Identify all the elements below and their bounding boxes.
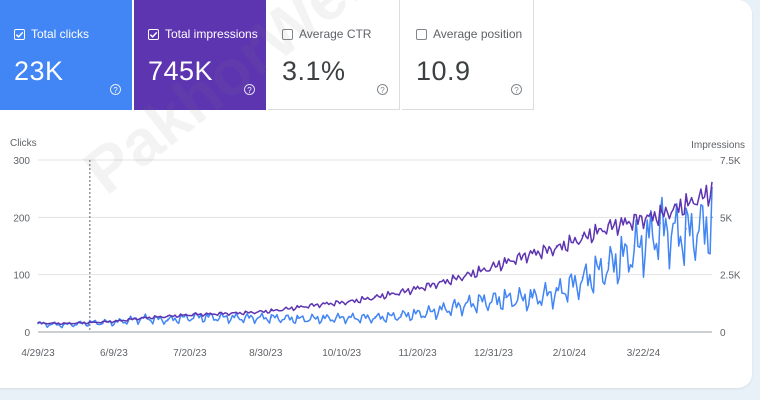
series-line-impressions [37,181,713,325]
metric-tile-total-clicks[interactable]: Total clicks 23K ? [0,0,132,110]
data-point-impressions [529,250,532,253]
right-tick-label: 2.5K [720,271,741,282]
data-point-impressions [114,320,117,322]
right-axis-title: Impressions [691,140,745,151]
metric-value: 745K [148,56,214,86]
checkbox-unchecked-icon[interactable] [282,28,293,40]
checkbox-unchecked-icon[interactable] [416,28,427,40]
right-tick-label: 0 [720,328,726,339]
left-tick-label: 300 [13,156,30,167]
x-tick-label: 7/20/23 [173,348,207,359]
metric-value: 10.9 [416,56,471,86]
x-tick-label: 10/10/23 [322,348,361,359]
data-point-clicks [63,323,65,326]
data-point-impressions [192,313,195,315]
data-point-clicks [192,315,195,317]
data-point-impressions [374,295,376,298]
metric-tile-total-impressions[interactable]: Total impressions 745K ? [134,0,266,110]
data-point-clicks [270,316,273,318]
data-point-impressions [503,260,506,262]
data-point-clicks [685,228,687,230]
x-tick-label: 3/22/24 [627,348,661,359]
data-point-impressions [89,321,91,324]
metric-tile-average-ctr[interactable]: Average CTR 3.1% ? [268,0,400,110]
data-point-impressions [166,315,169,317]
metric-tiles: Total clicks 23K ? Total impressions 745… [0,0,534,110]
metric-label: Total impressions [165,27,258,41]
x-tick-label: 4/29/23 [21,348,55,359]
data-point-clicks [166,318,169,321]
data-point-impressions [555,245,558,247]
data-point-clicks [477,299,480,302]
data-point-clicks [711,216,713,219]
data-point-clicks [400,314,402,316]
x-tick-label: 11/20/23 [398,348,437,359]
data-point-clicks [555,289,558,292]
help-icon[interactable]: ? [110,84,121,95]
data-point-clicks [348,316,350,318]
data-point-impressions [711,186,713,189]
left-axis-title: Clicks [10,138,37,149]
checkbox-checked-icon[interactable] [148,28,159,40]
x-tick-label: 8/30/23 [249,348,283,359]
data-point-clicks [218,315,221,318]
data-point-clicks [426,311,428,313]
help-icon[interactable]: ? [377,84,388,95]
data-point-impressions [400,290,402,292]
metric-label: Average CTR [299,27,372,41]
data-point-impressions [218,312,221,314]
left-tick-label: 200 [13,213,30,224]
data-point-impressions [244,311,247,314]
data-point-impressions [581,234,584,237]
data-point-impressions [659,210,661,213]
checkbox-checked-icon[interactable] [14,28,25,40]
metric-value: 23K [14,56,64,86]
data-point-impressions [63,322,65,325]
x-tick-label: 12/31/23 [474,348,513,359]
data-point-impressions [607,223,610,226]
data-point-clicks [529,295,532,298]
data-point-impressions [426,284,428,286]
data-point-impressions [296,305,299,308]
data-point-clicks [607,262,610,264]
data-point-impressions [37,322,39,324]
series-line-clicks [37,188,713,329]
data-point-impressions [685,200,687,203]
left-tick-label: 0 [24,328,30,339]
data-point-impressions [633,216,636,219]
help-icon[interactable]: ? [511,84,522,95]
data-point-impressions [270,309,273,312]
left-tick-label: 100 [13,271,30,282]
metric-label: Total clicks [31,27,90,41]
data-point-clicks [296,317,299,320]
data-point-clicks [322,316,324,319]
data-point-clicks [374,316,376,318]
performance-chart: Clicks Impressions 0 0 100 2.5K 200 5K 300 7.5K 4/… [10,138,745,359]
data-point-clicks [581,276,584,279]
data-point-impressions [322,302,324,305]
x-tick-label: 6/9/23 [100,348,128,359]
x-tick-label: 2/10/24 [553,348,587,359]
data-point-impressions [451,277,454,279]
metric-tile-average-position[interactable]: Average position 10.9 ? [402,0,534,110]
data-point-clicks [503,296,506,299]
data-point-clicks [659,222,661,224]
data-point-impressions [477,269,480,271]
data-point-impressions [348,300,350,302]
data-point-impressions [140,316,143,319]
help-icon[interactable]: ? [244,84,255,95]
data-point-clicks [633,245,636,247]
data-point-clicks [451,305,454,307]
right-tick-label: 7.5K [720,156,741,167]
performance-card: Total clicks 23K ? Total impressions 745… [0,0,752,388]
metric-label: Average position [433,27,523,41]
right-tick-label: 5K [720,213,733,224]
data-point-clicks [244,316,247,318]
metric-value: 3.1% [282,56,346,86]
